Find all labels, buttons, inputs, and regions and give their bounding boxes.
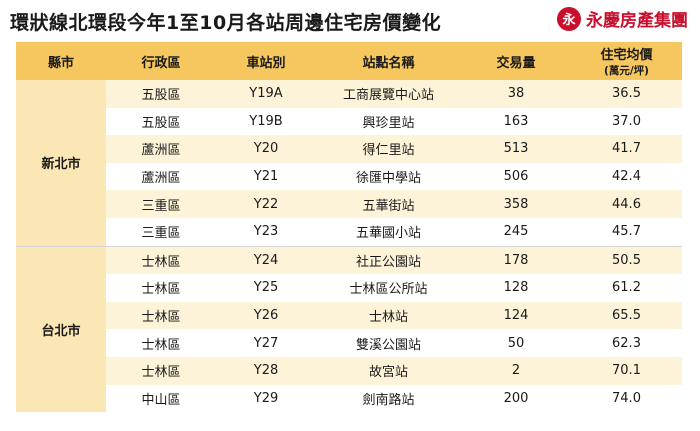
- station-id-cell: Y27: [216, 329, 316, 357]
- volume-cell: 50: [461, 329, 571, 357]
- station-name-cell: 故宮站: [316, 356, 461, 385]
- volume-cell: 163: [461, 107, 571, 136]
- table-row: 台北市 士林區 Y24 社正公園站 178 50.5: [16, 245, 682, 413]
- volume-cell: 200: [461, 384, 571, 413]
- table-row: 五股區 Y19B 興珍里站 163 37.0: [16, 107, 682, 136]
- price-cell: 70.1: [571, 356, 682, 385]
- volume-cell: 128: [461, 274, 571, 302]
- district-cell: 五股區: [106, 80, 216, 108]
- station-name-cell: 社正公園站: [316, 245, 461, 275]
- table-row: 蘆洲區 Y20 得仁里站 513 41.7: [16, 135, 682, 163]
- volume-cell: 124: [461, 301, 571, 330]
- station-name-cell: 得仁里站: [316, 135, 461, 163]
- station-id-cell: Y24: [216, 245, 316, 275]
- station-id-cell: Y26: [216, 301, 316, 330]
- station-id-cell: Y19A: [216, 80, 316, 108]
- station-id-cell: Y25: [216, 274, 316, 302]
- volume-cell: 513: [461, 135, 571, 163]
- header-price-unit: (萬元/坪): [604, 65, 649, 77]
- county-cell: 台北市: [16, 245, 106, 413]
- price-cell: 65.5: [571, 301, 682, 330]
- price-cell: 36.5: [571, 80, 682, 108]
- volume-cell: 178: [461, 245, 571, 275]
- brand-logo: 永 永慶房產集團: [557, 6, 688, 31]
- station-name-cell: 五華街站: [316, 190, 461, 218]
- station-name-cell: 劍南路站: [316, 384, 461, 413]
- district-cell: 中山區: [106, 384, 216, 413]
- station-id-cell: Y21: [216, 162, 316, 191]
- volume-cell: 38: [461, 80, 571, 108]
- volume-cell: 358: [461, 190, 571, 218]
- station-name-cell: 士林站: [316, 301, 461, 330]
- volume-cell: 245: [461, 217, 571, 247]
- volume-cell: 2: [461, 356, 571, 385]
- table-row: 蘆洲區 Y21 徐匯中學站 506 42.4: [16, 162, 682, 191]
- header-price-label: 住宅均價: [600, 48, 653, 63]
- table-body: 新北市 五股區 Y19A 工商展覽中心站 38 36.5 五股區 Y19B 興珍里站 163 37.…: [16, 80, 682, 413]
- brand-name: 永慶房產集團: [586, 11, 688, 31]
- district-cell: 蘆洲區: [106, 162, 216, 191]
- station-name-cell: 徐匯中學站: [316, 162, 461, 191]
- station-id-cell: Y28: [216, 356, 316, 385]
- price-table: 縣市 行政區 車站別 站點名稱 交易量 住宅均價 (萬元/坪) 新北市 五股區 Y1…: [16, 42, 682, 413]
- district-cell: 士林區: [106, 274, 216, 302]
- station-id-cell: Y20: [216, 135, 316, 163]
- header-volume: 交易量: [461, 42, 571, 80]
- brand-mark-icon: 永: [557, 6, 581, 31]
- station-id-cell: Y19B: [216, 107, 316, 136]
- table-row: 三重區 Y23 五華國小站 245 45.7: [16, 217, 682, 247]
- table-row: 新北市 五股區 Y19A 工商展覽中心站 38 36.5: [16, 80, 682, 247]
- station-id-cell: Y29: [216, 384, 316, 413]
- volume-cell: 506: [461, 162, 571, 191]
- district-cell: 三重區: [106, 217, 216, 247]
- station-name-cell: 工商展覽中心站: [316, 80, 461, 108]
- station-id-cell: Y23: [216, 217, 316, 247]
- header-station-name: 站點名稱: [316, 42, 461, 80]
- table-row: 士林區 Y26 士林站 124 65.5: [16, 301, 682, 330]
- header-district: 行政區: [106, 42, 216, 80]
- station-name-cell: 雙溪公園站: [316, 329, 461, 357]
- table-header-row: 縣市 行政區 車站別 站點名稱 交易量 住宅均價 (萬元/坪): [16, 42, 682, 80]
- price-cell: 37.0: [571, 107, 682, 136]
- table-row: 士林區 Y25 士林區公所站 128 61.2: [16, 274, 682, 302]
- price-cell: 44.6: [571, 190, 682, 218]
- table-row: 中山區 Y29 劍南路站 200 74.0: [16, 384, 682, 413]
- station-name-cell: 五華國小站: [316, 217, 461, 247]
- station-name-cell: 興珍里站: [316, 107, 461, 136]
- price-cell: 45.7: [571, 217, 682, 247]
- district-cell: 三重區: [106, 190, 216, 218]
- price-cell: 41.7: [571, 135, 682, 163]
- district-cell: 五股區: [106, 107, 216, 136]
- price-cell: 74.0: [571, 384, 682, 413]
- page-title: 環狀線北環段今年1至10月各站周邊住宅房價變化: [10, 12, 442, 34]
- district-cell: 士林區: [106, 245, 216, 275]
- price-cell: 61.2: [571, 274, 682, 302]
- station-id-cell: Y22: [216, 190, 316, 218]
- header-price: 住宅均價 (萬元/坪): [571, 42, 682, 80]
- table-row: 士林區 Y28 故宮站 2 70.1: [16, 356, 682, 385]
- district-cell: 士林區: [106, 356, 216, 385]
- district-cell: 士林區: [106, 329, 216, 357]
- price-cell: 42.4: [571, 162, 682, 191]
- table-row: 士林區 Y27 雙溪公園站 50 62.3: [16, 329, 682, 357]
- header-station-id: 車站別: [216, 42, 316, 80]
- header-county: 縣市: [16, 42, 106, 80]
- price-cell: 62.3: [571, 329, 682, 357]
- district-cell: 士林區: [106, 301, 216, 330]
- district-cell: 蘆洲區: [106, 135, 216, 163]
- table-row: 三重區 Y22 五華街站 358 44.6: [16, 190, 682, 218]
- county-cell: 新北市: [16, 80, 106, 247]
- station-name-cell: 士林區公所站: [316, 274, 461, 302]
- price-cell: 50.5: [571, 245, 682, 275]
